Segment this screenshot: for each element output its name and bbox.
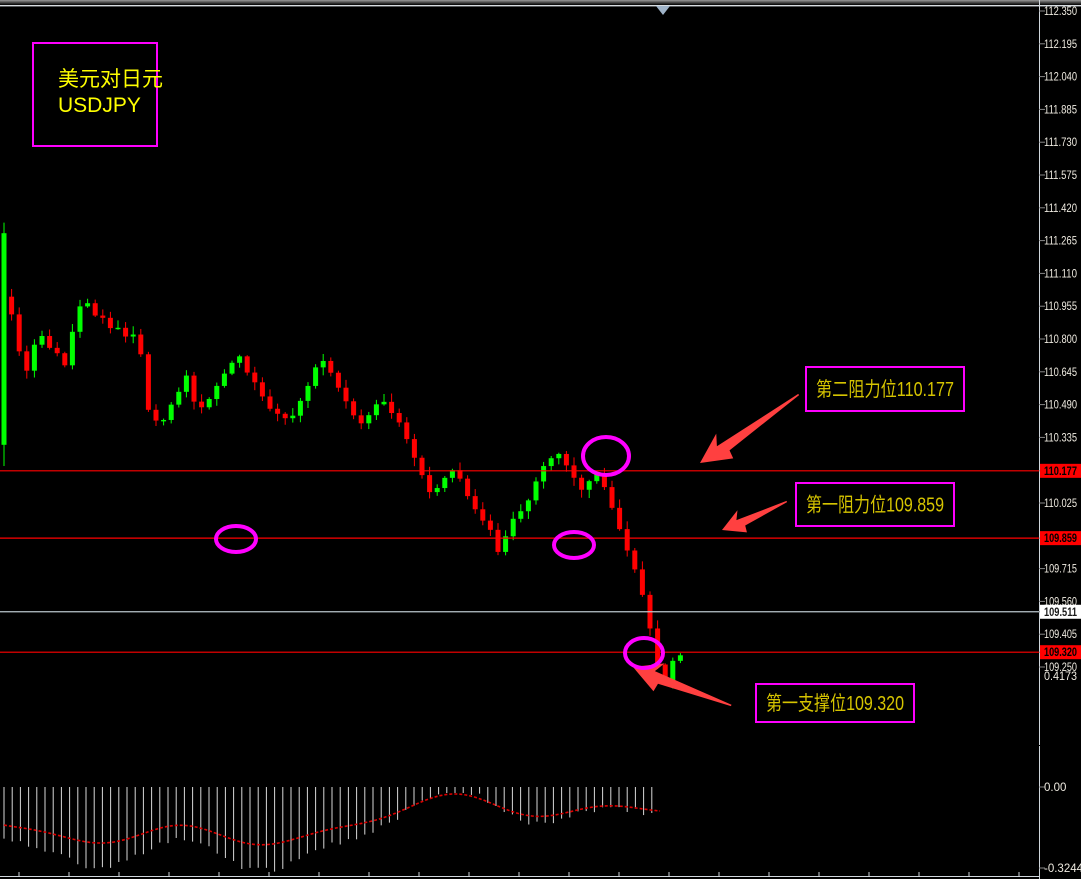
svg-text:110.490: 110.490 [1044,400,1077,412]
svg-text:109.405: 109.405 [1044,629,1077,641]
svg-text:111.420: 111.420 [1044,203,1077,215]
svg-text:第二阻力位110.177: 第二阻力位110.177 [816,378,954,401]
svg-text:110.645: 110.645 [1044,367,1077,379]
svg-text:112.195: 112.195 [1044,39,1077,51]
svg-text:第一阻力位109.859: 第一阻力位109.859 [806,494,944,517]
svg-text:-0.3244: -0.3244 [1044,863,1081,875]
svg-text:110.800: 110.800 [1044,334,1077,346]
svg-text:0.4173: 0.4173 [1044,671,1077,683]
svg-text:109.715: 109.715 [1044,564,1077,576]
svg-text:112.040: 112.040 [1044,72,1077,84]
svg-text:111.885: 111.885 [1044,104,1077,116]
svg-text:0.00: 0.00 [1044,782,1066,794]
svg-text:109.511: 109.511 [1044,607,1077,619]
svg-text:110.335: 110.335 [1044,432,1077,444]
svg-text:111.110: 111.110 [1044,268,1077,280]
svg-text:112.350: 112.350 [1044,6,1077,18]
svg-text:美元对日元: 美元对日元 [58,68,163,91]
svg-text:111.575: 111.575 [1044,170,1077,182]
svg-text:109.859: 109.859 [1044,533,1077,545]
svg-text:110.025: 110.025 [1044,498,1077,510]
svg-text:第一支撑位109.320: 第一支撑位109.320 [766,692,904,715]
svg-text:110.955: 110.955 [1044,301,1077,313]
svg-text:USDJPY: USDJPY [58,94,141,117]
svg-text:111.730: 111.730 [1044,137,1077,149]
svg-text:109.320: 109.320 [1044,647,1077,659]
svg-text:110.177: 110.177 [1044,466,1077,478]
svg-text:111.265: 111.265 [1044,236,1077,248]
